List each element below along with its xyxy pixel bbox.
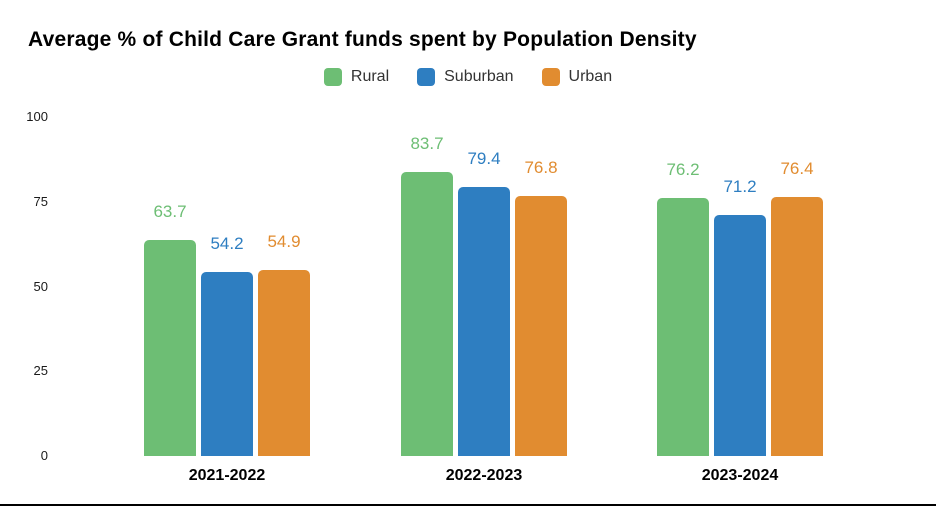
bar-value-label: 76.4 [780,159,814,178]
bar-rural-2021-2022[interactable] [144,240,196,456]
bar-suburban-2022-2023[interactable] [458,186,510,456]
bar-rural-2023-2024[interactable] [657,197,709,456]
bar-urban-2023-2024[interactable] [771,197,823,456]
bar-value-label: 79.4 [467,148,501,168]
bar-rural-2022-2023[interactable] [401,172,453,456]
y-axis-tick-label: 50 [33,278,48,294]
bar-value-label: 54.2 [210,234,244,254]
legend-item-suburban[interactable]: Suburban [417,68,514,86]
bar-value-label: 83.7 [410,134,444,154]
y-axis-tick-label: 0 [40,448,48,463]
bar-value-label: 76.2 [666,159,700,179]
legend-item-urban[interactable]: Urban [541,68,613,86]
legend-label: Urban [568,68,613,85]
bar-suburban-2021-2022[interactable] [201,272,253,456]
legend-label: Rural [350,68,390,85]
y-axis-tick-label: 75 [33,193,48,209]
chart-title: Average % of Child Care Grant funds spen… [28,28,697,51]
legend-swatch-suburban [417,68,436,86]
x-axis-category-label: 2021-2022 [188,467,266,484]
legend: Rural Suburban Urban [0,68,936,86]
y-axis-tick-label: 100 [26,109,48,124]
bar-urban-2021-2022[interactable] [258,269,310,456]
bar-suburban-2023-2024[interactable] [714,214,766,456]
x-axis-category-label: 2022-2023 [445,467,523,484]
legend-swatch-rural [323,68,342,86]
bar-value-label: 54.9 [267,231,301,251]
bar-urban-2022-2023[interactable] [515,195,567,456]
bar-value-label: 63.7 [153,202,187,222]
legend-label: Suburban [444,68,514,85]
bar-value-label: 71.2 [723,176,757,196]
bottom-divider [0,504,936,506]
legend-item-rural[interactable]: Rural [323,68,390,86]
bar-value-label: 76.8 [524,157,558,177]
legend-swatch-urban [541,68,560,86]
x-axis-category-label: 2023-2024 [701,467,779,484]
y-axis-tick-label: 25 [33,363,48,379]
